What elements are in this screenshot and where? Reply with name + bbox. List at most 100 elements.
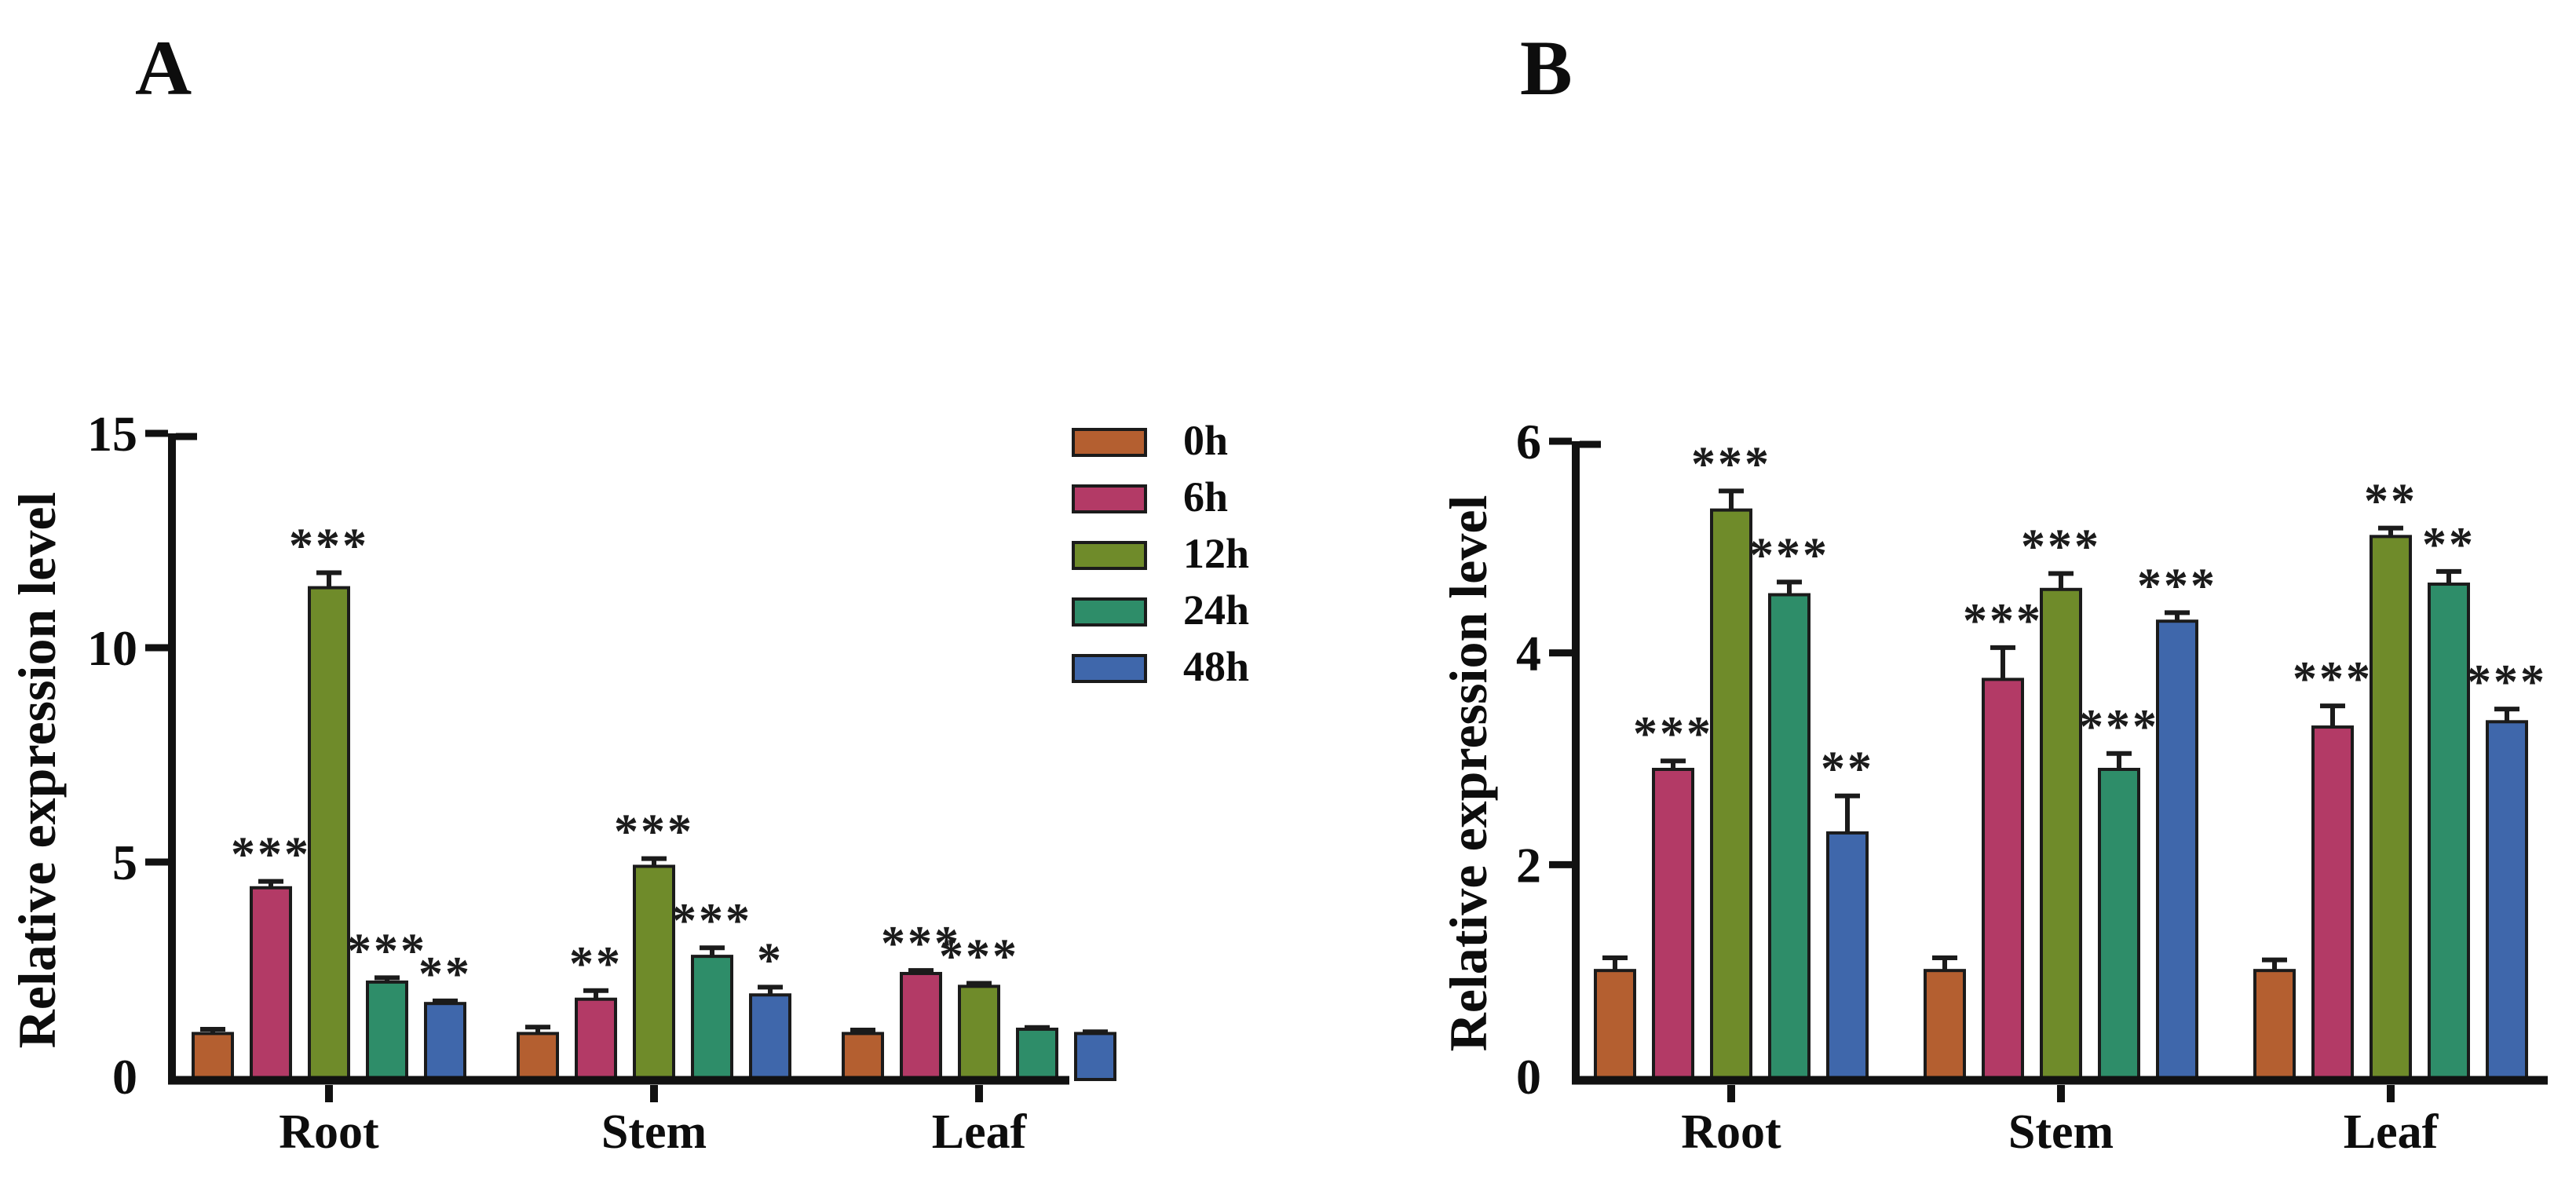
significance-stem-12h: *** xyxy=(2021,521,2101,574)
significance-root-12h: *** xyxy=(289,519,369,572)
x-category-label-leaf: Leaf xyxy=(932,1105,1028,1159)
bar-stem-24h xyxy=(2098,767,2140,1081)
error-bar-stem-12h xyxy=(641,856,667,868)
legend-label-24h: 24h xyxy=(1183,586,1249,634)
y-tick-label: 4 xyxy=(1516,626,1541,681)
x-category-label-root: Root xyxy=(1681,1105,1781,1159)
bar-stem-0h xyxy=(517,1032,559,1082)
y-tick-label: 15 xyxy=(87,406,137,462)
bar-root-0h xyxy=(1594,969,1636,1081)
error-bar-leaf-12h xyxy=(966,981,992,988)
significance-stem-48h: *** xyxy=(2137,559,2217,612)
legend-label-6h: 6h xyxy=(1183,473,1228,521)
error-bar-leaf-24h xyxy=(2436,568,2461,586)
legend-label-48h: 48h xyxy=(1183,643,1249,690)
significance-stem-12h: *** xyxy=(614,806,694,859)
bar-leaf-24h xyxy=(2428,583,2470,1081)
significance-root-6h: *** xyxy=(1633,707,1713,761)
legend-swatch-48h xyxy=(1072,654,1147,683)
error-bar-root-0h xyxy=(200,1026,225,1035)
error-bar-leaf-12h xyxy=(2378,525,2403,538)
significance-leaf-12h: *** xyxy=(939,930,1019,984)
bar-root-12h xyxy=(308,586,350,1081)
y-tick-label: 10 xyxy=(87,620,137,676)
significance-leaf-48h: *** xyxy=(2467,656,2547,709)
significance-stem-6h: *** xyxy=(1963,594,2043,648)
bar-leaf-24h xyxy=(1016,1027,1058,1081)
significance-leaf-24h: ** xyxy=(2422,518,2476,572)
bar-stem-12h xyxy=(633,864,675,1081)
x-category-label-stem: Stem xyxy=(601,1105,707,1159)
error-bar-root-24h xyxy=(1777,579,1802,596)
error-bar-root-0h xyxy=(1602,955,1628,972)
bar-leaf-48h xyxy=(1074,1032,1116,1082)
panel-b-y-axis-title: Relative expression level xyxy=(1438,495,1498,1052)
error-bar-stem-24h xyxy=(2106,751,2132,770)
significance-stem-24h: *** xyxy=(2079,700,2159,754)
bar-root-0h xyxy=(192,1032,234,1082)
error-bar-leaf-0h xyxy=(2262,957,2287,972)
significance-root-48h: ** xyxy=(1821,743,1874,796)
bar-root-6h xyxy=(250,886,292,1082)
bar-leaf-0h xyxy=(2253,969,2296,1081)
bar-root-24h xyxy=(1768,593,1811,1081)
bar-leaf-6h xyxy=(2311,725,2354,1081)
error-bar-root-48h xyxy=(1835,793,1860,834)
bar-stem-48h xyxy=(2156,619,2198,1081)
error-bar-leaf-48h xyxy=(1083,1029,1108,1035)
error-bar-leaf-6h xyxy=(908,968,934,974)
significance-root-12h: *** xyxy=(1691,437,1771,491)
significance-root-6h: *** xyxy=(231,828,311,882)
error-bar-stem-48h xyxy=(758,985,783,996)
error-bar-stem-6h xyxy=(1990,645,2015,681)
bar-root-48h xyxy=(1826,831,1869,1081)
bar-root-12h xyxy=(1710,508,1752,1081)
error-bar-root-12h xyxy=(1719,488,1744,511)
error-bar-stem-12h xyxy=(2048,571,2074,590)
error-bar-root-12h xyxy=(316,570,342,589)
panel-a-y-axis-title: Relative expression level xyxy=(7,492,67,1049)
bar-stem-48h xyxy=(749,993,791,1082)
significance-stem-6h: ** xyxy=(569,937,623,991)
error-bar-stem-0h xyxy=(525,1025,550,1035)
x-category-label-leaf: Leaf xyxy=(2344,1105,2439,1159)
significance-leaf-6h: *** xyxy=(881,917,961,970)
x-category-label-root: Root xyxy=(279,1105,379,1159)
bar-leaf-0h xyxy=(842,1032,884,1082)
legend-label-12h: 12h xyxy=(1183,530,1249,577)
bar-stem-6h xyxy=(1982,678,2024,1081)
y-tick-label: 5 xyxy=(112,835,137,890)
bar-stem-12h xyxy=(2040,587,2082,1081)
x-category-label-stem: Stem xyxy=(2008,1105,2114,1159)
significance-root-24h: *** xyxy=(347,924,427,977)
significance-root-24h: *** xyxy=(1749,528,1829,582)
panel-b-chart: *********************************0246Roo… xyxy=(1516,414,2548,1159)
bar-root-48h xyxy=(424,1002,466,1082)
error-bar-stem-0h xyxy=(1932,955,1957,972)
error-bar-root-48h xyxy=(433,998,458,1005)
error-bar-stem-6h xyxy=(583,988,608,1000)
significance-root-48h: ** xyxy=(418,948,472,1001)
panel-a-label: A xyxy=(135,24,192,111)
significance-stem-24h: *** xyxy=(672,894,752,948)
bar-leaf-12h xyxy=(958,985,1000,1081)
bar-leaf-6h xyxy=(900,971,942,1081)
error-bar-leaf-48h xyxy=(2494,707,2519,723)
significance-stem-48h: * xyxy=(757,933,784,987)
y-tick-label: 0 xyxy=(112,1049,137,1105)
legend: 0h 6h 12h 24h 48h xyxy=(1072,417,1249,690)
legend-swatch-0h xyxy=(1072,428,1147,457)
error-bar-leaf-24h xyxy=(1025,1025,1050,1030)
error-bar-stem-24h xyxy=(700,945,725,958)
significance-leaf-12h: ** xyxy=(2364,475,2417,528)
bar-stem-6h xyxy=(575,997,617,1081)
significance-leaf-6h: *** xyxy=(2293,652,2373,706)
error-bar-stem-48h xyxy=(2165,610,2190,623)
legend-swatch-12h xyxy=(1072,541,1147,570)
error-bar-leaf-0h xyxy=(850,1028,875,1035)
panel-b-label: B xyxy=(1520,24,1573,111)
